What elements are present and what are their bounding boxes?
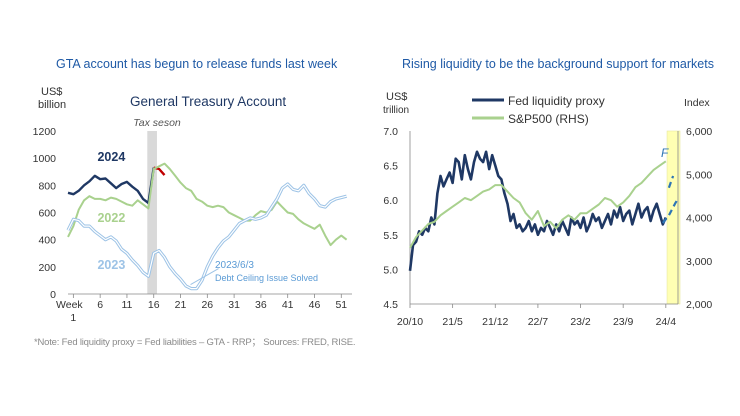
left-ylabel-unit: US$ [41, 86, 62, 98]
right-y2-tick: 2,000 [686, 299, 712, 311]
label-2023: 2023 [97, 258, 125, 272]
right-y2-tick: 4,000 [686, 213, 712, 225]
forecast-label: F [661, 146, 669, 160]
left-x-tick: 36 [255, 299, 267, 311]
right-y-tick: 5.0 [383, 264, 398, 276]
annotation-text: Debt Ceiling Issue Solved [215, 273, 318, 283]
series-s-p500-rhs--line [409, 160, 667, 249]
left-y-tick: 0 [50, 289, 56, 301]
tax-season-band [147, 131, 157, 294]
right-x-tick: 21/12 [482, 316, 508, 328]
series-2022-line [67, 162, 348, 247]
left-ylabel-unit2: billion [38, 99, 66, 111]
right-y-tick: 5.5 [383, 230, 398, 242]
left-y-tick: 1200 [33, 126, 57, 138]
right-y2label: Index [684, 97, 710, 109]
left-y-tick: 600 [38, 208, 56, 220]
right-x-tick: 20/10 [397, 316, 423, 328]
right-x-tick: 22/7 [528, 316, 549, 328]
right-y-tick: 6.5 [383, 161, 398, 173]
label-2024: 2024 [97, 150, 125, 164]
left-y-tick: 400 [38, 235, 56, 247]
annotation-date: 2023/6/3 [215, 260, 254, 271]
annotation-leader [190, 268, 219, 286]
footnote: *Note: Fed liquidity proxy = Fed liabili… [34, 337, 356, 348]
series-forecast-upper-line [667, 175, 675, 189]
left-y-tick: 200 [38, 262, 56, 274]
right-y-tick: 4.5 [383, 299, 398, 311]
left-x-tick: 16 [148, 299, 160, 311]
right-x-tick: 21/5 [442, 316, 463, 328]
right-ylabel-unit: US$ [386, 91, 407, 103]
left-chart: Tax seson US$billion General Treasury Acco… [33, 86, 352, 324]
left-x-tick-sub: 1 [70, 312, 76, 324]
left-y-tick: 1000 [33, 153, 57, 165]
right-y-tick: 6.0 [383, 195, 398, 207]
label-2022: 2022 [97, 211, 125, 225]
left-x-tick: 46 [309, 299, 321, 311]
left-x-tick: 6 [97, 299, 103, 311]
right-chart: F US$ trillion Index Fed liquidity proxy S&P5… [383, 91, 712, 328]
left-x-tick: 41 [282, 299, 294, 311]
left-x-tick: 11 [121, 299, 132, 311]
legend-fed: Fed liquidity proxy [508, 94, 605, 108]
right-x-tick: 24/4 [656, 316, 677, 328]
series-2023-inner [67, 183, 347, 290]
right-panel-title: Rising liquidity to be the background su… [402, 57, 714, 71]
left-panel-title: GTA account has begun to release funds l… [56, 57, 338, 71]
left-x-tick: 21 [175, 299, 187, 311]
series-2024-line [67, 167, 155, 205]
right-y2-tick: 3,000 [686, 256, 712, 268]
legend-spx: S&P500 (RHS) [508, 112, 589, 126]
right-y2-tick: 6,000 [686, 126, 712, 138]
right-y-tick: 7.0 [383, 126, 398, 138]
left-chart-title: General Treasury Account [130, 94, 286, 109]
left-x-tick: 31 [228, 299, 240, 311]
right-x-tick: 23/9 [613, 316, 634, 328]
series-forecast-line [661, 198, 679, 224]
tax-season-label: Tax seson [133, 117, 181, 129]
left-x-tick: 26 [201, 299, 213, 311]
series-fed-liquidity-proxy-line [408, 150, 667, 271]
left-x-tick: Week [56, 299, 83, 311]
left-x-tick: 51 [335, 299, 347, 311]
right-y2-tick: 5,000 [686, 169, 712, 181]
left-y-tick: 800 [38, 180, 56, 192]
right-x-tick: 23/2 [570, 316, 591, 328]
right-ylabel-unit2: trillion [383, 105, 409, 116]
